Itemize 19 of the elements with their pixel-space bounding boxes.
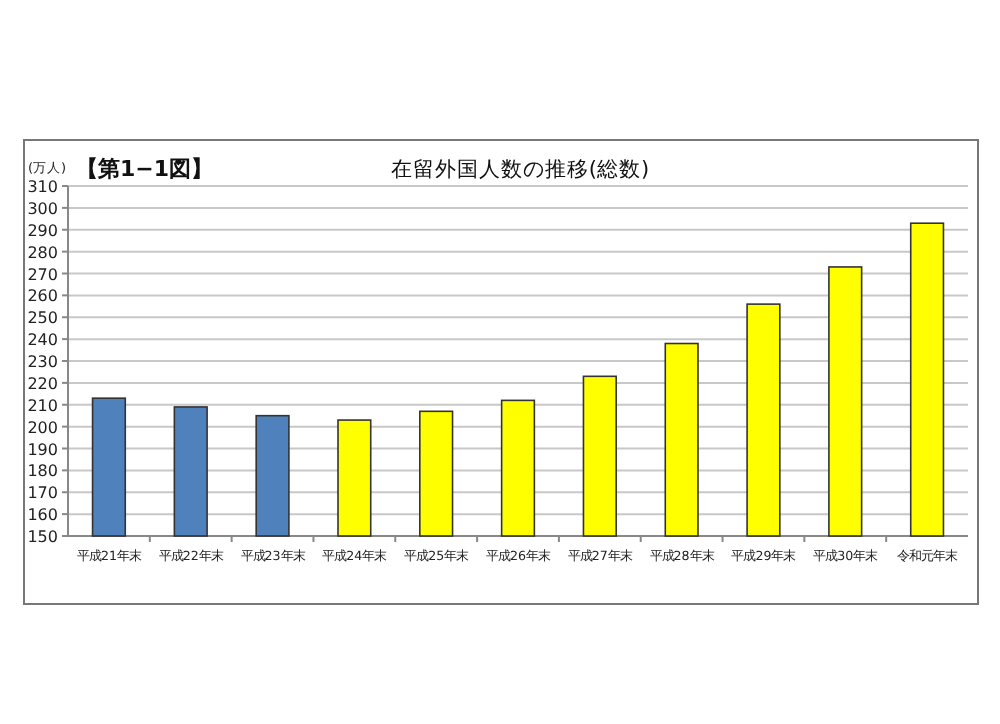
- y-tick-label: 240: [27, 331, 58, 350]
- y-tick-label: 170: [27, 484, 58, 503]
- y-tick-label: 160: [27, 506, 58, 525]
- y-tick-label: 290: [27, 221, 58, 240]
- chart-title: 在留外国人数の推移(総数): [390, 158, 650, 182]
- y-tick-label: 220: [27, 374, 58, 393]
- y-tick-label: 310: [27, 178, 58, 196]
- y-tick-label: 260: [27, 287, 58, 306]
- y-tick-label: 150: [27, 528, 58, 546]
- chart-subtitle: 【第1−1図】: [76, 156, 214, 182]
- y-tick-label: 280: [27, 243, 58, 262]
- y-tick-label: 270: [27, 265, 58, 284]
- y-tick-label: 210: [27, 396, 58, 415]
- y-tick-label: 200: [27, 418, 58, 437]
- y-tick-label: 190: [27, 440, 58, 459]
- y-tick-label: 300: [27, 199, 58, 218]
- y-tick-label: 250: [27, 309, 58, 328]
- y-tick-label: 180: [27, 462, 58, 481]
- y-tick-label: 230: [27, 353, 58, 371]
